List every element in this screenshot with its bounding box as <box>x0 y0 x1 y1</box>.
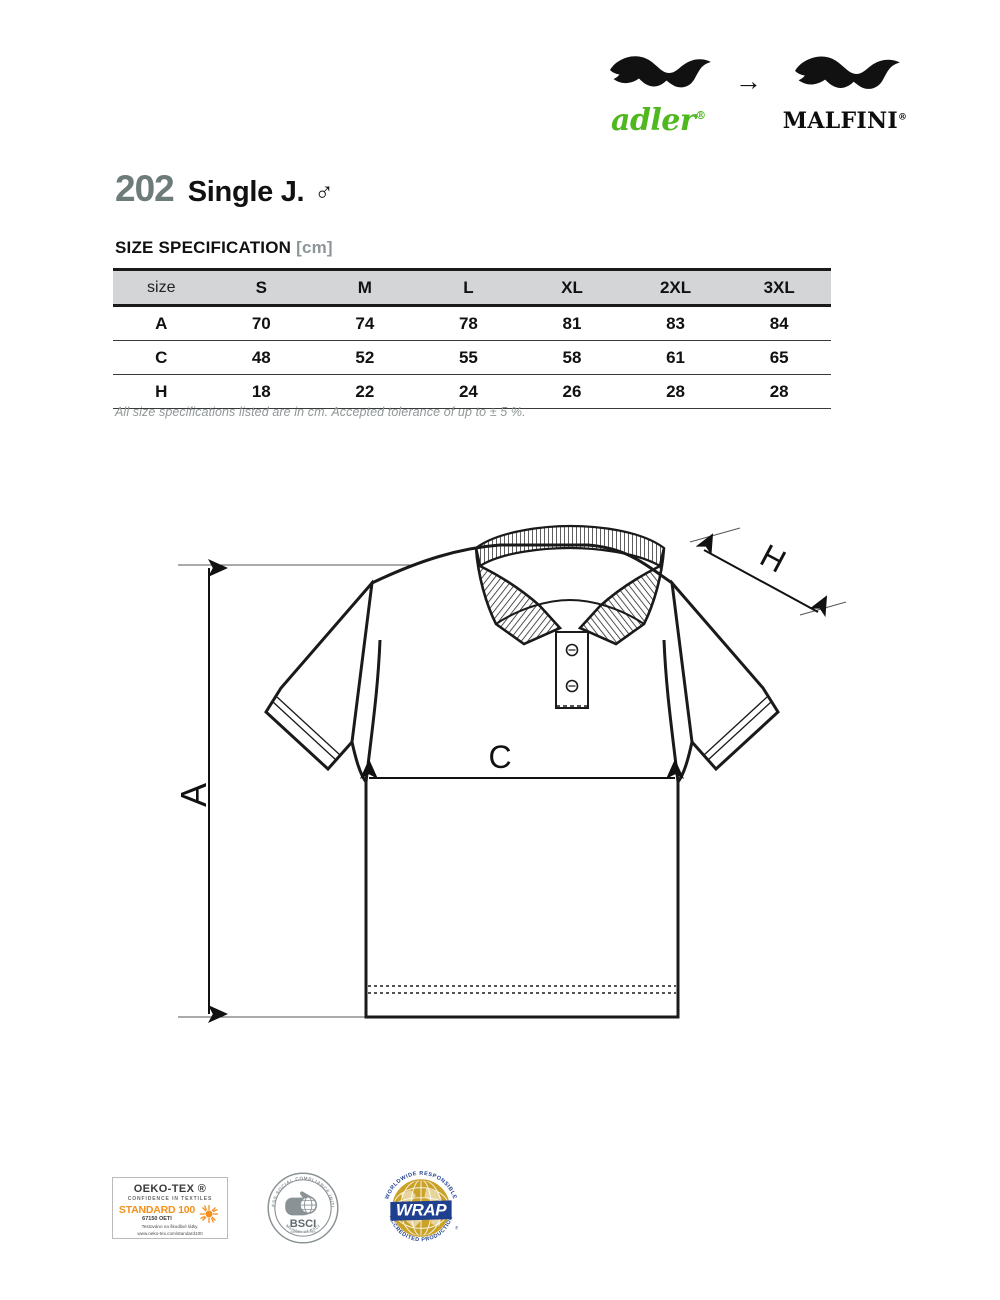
dimension-label-c: C <box>488 739 511 775</box>
button-placket <box>555 631 589 709</box>
cell-a-m: 74 <box>313 305 417 341</box>
polo-shirt-technical-drawing: A H <box>0 520 1000 1060</box>
table-body: A 70 74 78 81 83 84 C 48 52 55 58 61 65 … <box>113 305 831 409</box>
eagle-silhouette-icon <box>795 56 900 89</box>
product-name: Single J. <box>187 176 305 208</box>
cell-a-s: 70 <box>209 305 314 341</box>
malfini-wordmark: MALFINI® <box>782 108 908 134</box>
cell-h-s: 18 <box>209 374 314 409</box>
button-icon <box>565 679 579 693</box>
row-label-c: C <box>113 340 210 375</box>
dimension-h: H <box>695 533 828 618</box>
flower-icon <box>200 1205 218 1223</box>
dimension-c: C <box>360 739 684 779</box>
arrow-right-icon: → <box>735 65 762 96</box>
dimension-label-a: A <box>173 783 214 807</box>
product-code: 202 <box>115 168 175 209</box>
cell-c-xl: 58 <box>520 340 624 375</box>
bsci-label: BSCI <box>290 1218 317 1230</box>
table-header-row: size S M L XL 2XL 3XL <box>113 268 831 307</box>
button-icon <box>565 643 579 657</box>
table-row: H 18 22 24 26 28 28 <box>113 374 831 409</box>
row-label-a: A <box>113 305 210 341</box>
registered-mark: ® <box>695 109 706 122</box>
cell-c-m: 52 <box>313 340 417 375</box>
bsci-badge: BSCI www.bsci-intl.org BUSINESS SOCIAL C… <box>266 1171 340 1245</box>
header-cell-m: M <box>313 268 417 307</box>
adler-wordmark: adler® <box>611 103 706 138</box>
oeko-tex-subtitle: CONFIDENCE IN TEXTILES <box>127 1196 213 1202</box>
certification-badges: OEKO-TEX ® CONFIDENCE IN TEXTILES STANDA… <box>112 1168 464 1248</box>
cell-c-2xl: 61 <box>623 340 728 375</box>
wrap-badge: WRAP WORLDWIDE RESPONSIBLE ACCREDITED PR… <box>378 1168 464 1248</box>
cell-h-xl: 26 <box>520 374 624 409</box>
eagle-silhouette-icon <box>610 56 711 88</box>
wrap-wordmark: WRAP <box>390 1200 452 1221</box>
cell-a-xl: 81 <box>520 305 624 341</box>
cell-h-m: 22 <box>313 374 417 409</box>
table-row: C 48 52 55 58 61 65 <box>113 340 831 375</box>
header-cell-s: S <box>209 268 314 307</box>
header-cell-l: L <box>416 268 521 307</box>
oeko-tex-standard: STANDARD 100 <box>118 1204 196 1216</box>
wrap-registered-mark: ® <box>455 1225 459 1230</box>
size-specification-heading: SIZE SPECIFICATION [cm] <box>115 238 333 258</box>
cell-h-2xl: 28 <box>623 374 728 409</box>
table-header: size S M L XL 2XL 3XL <box>113 268 831 307</box>
svg-text:WRAP: WRAP <box>396 1201 447 1220</box>
dimension-label-h: H <box>755 537 792 580</box>
registered-mark: ® <box>898 112 908 123</box>
spec-heading-text: SIZE SPECIFICATION <box>115 238 292 257</box>
oeko-tex-title: OEKO-TEX ® <box>133 1183 207 1195</box>
cell-h-l: 24 <box>416 374 521 409</box>
tolerance-note: All size specifications listed are in cm… <box>115 405 526 419</box>
cell-c-s: 48 <box>209 340 314 375</box>
cell-c-3xl: 65 <box>727 340 831 375</box>
header-cell-2xl: 2XL <box>623 268 728 307</box>
spec-unit-label: [cm] <box>296 238 333 257</box>
male-gender-icon: ♂ <box>314 177 334 207</box>
cell-c-l: 55 <box>416 340 521 375</box>
header-cell-size: size <box>113 268 210 307</box>
hand-globe-icon <box>285 1191 318 1216</box>
malfini-logo: MALFINI® <box>780 46 910 138</box>
collar <box>474 524 666 646</box>
cell-a-2xl: 83 <box>623 305 728 341</box>
row-label-h: H <box>113 374 210 409</box>
oeko-tex-footer: Testováno na škodlivé látky. www.oeko-tex… <box>137 1224 203 1236</box>
cell-a-l: 78 <box>416 305 521 341</box>
dimension-a: A <box>173 559 228 1023</box>
cell-h-3xl: 28 <box>727 374 831 409</box>
oeko-tex-badge: OEKO-TEX ® CONFIDENCE IN TEXTILES STANDA… <box>112 1177 228 1239</box>
brand-logo-bar: adler® → MALFINI® <box>0 46 1000 146</box>
table-row: A 70 74 78 81 83 84 <box>113 305 831 341</box>
size-specification-table: size S M L XL 2XL 3XL A 70 74 78 81 83 8… <box>113 268 831 409</box>
bsci-url: www.bsci-intl.org <box>291 1230 316 1234</box>
header-cell-xl: XL <box>520 268 624 307</box>
cell-a-3xl: 84 <box>727 305 831 341</box>
header-cell-3xl: 3XL <box>727 268 831 307</box>
page-title: 202 Single J. ♂ <box>115 170 334 207</box>
adler-logo: adler® <box>607 46 717 138</box>
oeko-tex-number: 67150 OETI <box>142 1216 172 1222</box>
